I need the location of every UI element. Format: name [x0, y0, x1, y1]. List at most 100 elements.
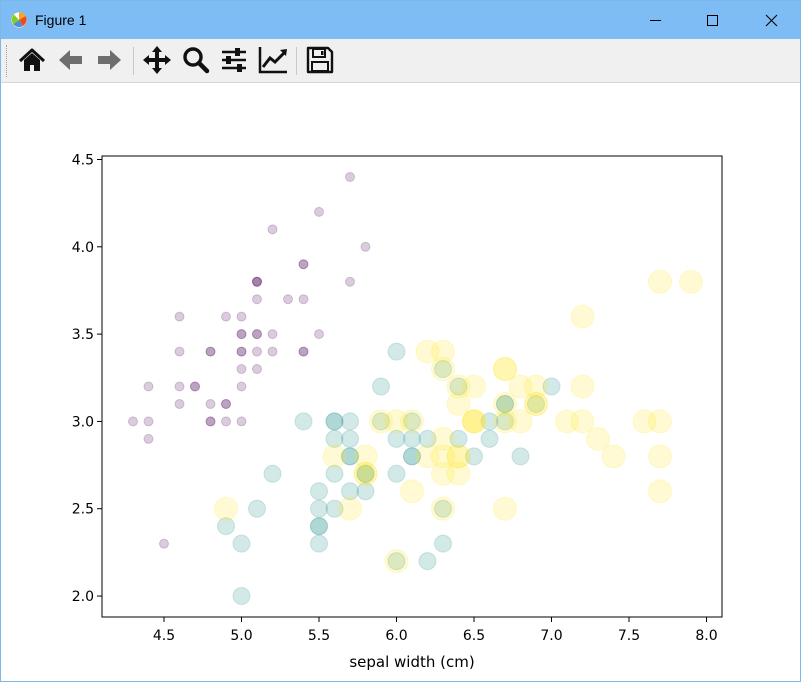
point-setosa [267, 346, 278, 357]
point-setosa [345, 276, 355, 287]
point-setosa [252, 276, 262, 287]
point-setosa [360, 241, 371, 252]
point-virginica [555, 409, 579, 434]
point-virginica [400, 479, 424, 504]
point-versicolor [341, 429, 359, 448]
x-tick-label: 7.0 [540, 628, 562, 644]
point-versicolor [325, 464, 344, 483]
point-versicolor [403, 447, 421, 466]
y-tick-label: 3.5 [72, 327, 94, 343]
maximize-button[interactable] [686, 1, 740, 39]
point-versicolor [434, 360, 452, 379]
point-setosa [190, 381, 200, 392]
point-versicolor [325, 499, 344, 518]
point-virginica [369, 409, 393, 434]
forward-button[interactable] [92, 43, 126, 77]
point-virginica [462, 409, 486, 434]
close-icon [765, 14, 778, 27]
point-virginica [648, 479, 672, 504]
point-versicolor [310, 534, 328, 553]
y-tick-label: 2.0 [72, 589, 94, 605]
home-button[interactable] [15, 43, 49, 77]
point-virginica [524, 374, 548, 399]
point-versicolor [325, 412, 344, 431]
back-arrow-icon [59, 50, 82, 70]
point-setosa [236, 329, 247, 340]
point-virginica [462, 409, 486, 434]
figure-canvas[interactable]: 2.0 2.5 3.0 3.5 4.0 4.5 4.5 5.0 5.5 6.0 6.5 7.0 7.5… [1, 83, 800, 681]
point-versicolor [232, 587, 251, 606]
y-tick-label: 4.5 [72, 152, 94, 168]
point-virginica [322, 444, 347, 469]
point-virginica [338, 496, 362, 521]
x-axis-label: sepal width (cm) [349, 653, 474, 671]
configure-subplots-button[interactable] [217, 43, 251, 77]
point-virginica [648, 269, 672, 294]
point-versicolor [372, 412, 390, 431]
minimize-button[interactable] [629, 1, 683, 39]
edit-axes-button[interactable] [256, 43, 290, 77]
point-versicolor [310, 517, 328, 536]
y-tick-label: 4.0 [72, 240, 94, 256]
toolbar-separator [133, 47, 134, 75]
point-virginica [353, 461, 378, 486]
point-setosa [298, 259, 309, 270]
point-versicolor [465, 447, 483, 466]
point-setosa [143, 381, 154, 392]
back-button[interactable] [54, 43, 88, 77]
point-setosa [298, 346, 309, 357]
point-virginica [400, 409, 424, 434]
point-virginica [446, 461, 471, 486]
point-setosa [174, 346, 185, 357]
point-versicolor [341, 447, 359, 466]
point-virginica [415, 339, 440, 364]
point-virginica [632, 409, 657, 434]
point-virginica [493, 409, 517, 434]
scatter-plot: 2.0 2.5 3.0 3.5 4.0 4.5 4.5 5.0 5.5 6.0 6.5 7.0 7.5… [72, 152, 723, 671]
point-versicolor [341, 447, 359, 466]
forward-arrow-icon [98, 50, 121, 70]
x-tick-label: 6.0 [385, 628, 407, 644]
point-setosa [205, 398, 216, 409]
point-virginica [524, 391, 548, 416]
close-button[interactable] [745, 1, 799, 39]
point-setosa [252, 364, 262, 375]
point-versicolor [387, 342, 406, 361]
point-virginica [214, 496, 238, 521]
point-versicolor [418, 429, 437, 448]
point-virginica [446, 374, 471, 399]
point-virginica [508, 374, 533, 399]
point-versicolor [341, 482, 359, 501]
point-virginica [446, 444, 471, 469]
zoom-button[interactable] [179, 43, 213, 77]
point-versicolor [434, 499, 452, 518]
point-versicolor [527, 394, 545, 413]
title-bar[interactable]: Figure 1 [1, 1, 800, 39]
point-virginica [648, 409, 672, 434]
point-setosa [174, 398, 185, 409]
save-button[interactable] [303, 43, 337, 77]
toolbar-separator [296, 47, 297, 75]
point-setosa [252, 346, 262, 357]
point-versicolor [294, 412, 313, 431]
point-versicolor [480, 429, 499, 448]
x-axis: 4.5 5.0 5.5 6.0 6.5 7.0 7.5 8.0 [153, 617, 718, 644]
y-tick-label: 3.0 [72, 414, 94, 430]
point-virginica [601, 444, 626, 469]
point-versicolor [356, 464, 375, 483]
point-virginica [493, 357, 517, 382]
point-versicolor [403, 447, 421, 466]
point-versicolor [496, 394, 514, 413]
point-setosa [236, 329, 247, 340]
point-versicolor [403, 412, 421, 431]
point-setosa [174, 381, 185, 392]
point-virginica [446, 391, 471, 416]
pan-button[interactable] [140, 43, 174, 77]
point-versicolor [542, 377, 561, 396]
point-setosa [252, 294, 262, 305]
point-virginica [508, 409, 533, 434]
point-versicolor [356, 482, 375, 501]
point-setosa [314, 329, 324, 340]
point-versicolor [418, 552, 437, 571]
